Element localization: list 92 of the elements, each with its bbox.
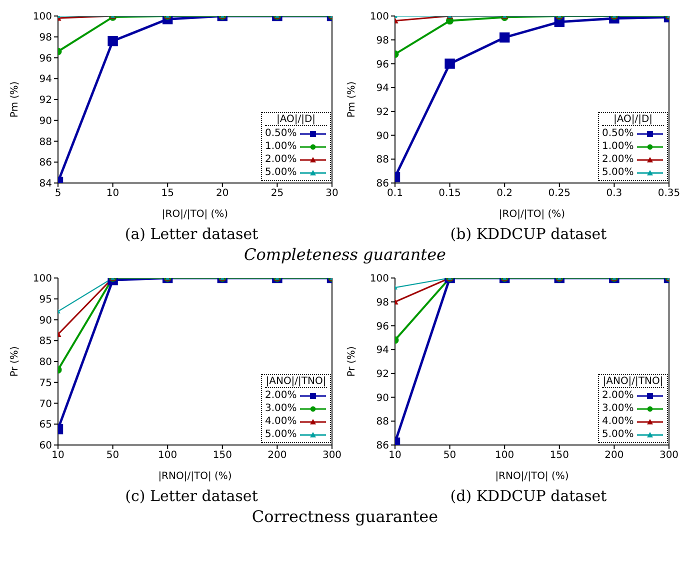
x-tick-label: 200 bbox=[604, 450, 624, 462]
y-tick-label: 100 bbox=[32, 274, 52, 285]
y-axis-title: Pr (%) bbox=[10, 346, 21, 377]
x-tick-label: 30 bbox=[326, 188, 338, 200]
x-tick-label: 0.15 bbox=[438, 188, 461, 200]
text: (a) Letter dataset bbox=[124, 225, 260, 243]
x-tick-label: 15 bbox=[161, 188, 174, 200]
x-axis-title: |RNO|/|TO| (%) bbox=[158, 471, 232, 482]
x-tick-label: 20 bbox=[216, 188, 229, 200]
text: Completeness guarantee bbox=[243, 245, 447, 264]
x-tick-label: 100 bbox=[158, 450, 178, 462]
x-axis-title: |RNO|/|TO| (%) bbox=[495, 471, 569, 482]
y-tick-label: 80 bbox=[39, 357, 52, 368]
legend-title: |ANO|/|TNO| bbox=[265, 376, 327, 388]
y-tick-label: 96 bbox=[376, 59, 389, 70]
y-tick-label: 88 bbox=[376, 416, 389, 428]
legend-label: 5.00% bbox=[265, 167, 298, 178]
x-axis-title: |RO|/|TO| (%) bbox=[162, 209, 228, 220]
y-tick-label: 100 bbox=[370, 274, 389, 285]
y-tick-label: 96 bbox=[376, 321, 389, 332]
x-tick-label: 0.25 bbox=[548, 188, 571, 200]
text: (b) KDDCUP dataset bbox=[449, 225, 608, 243]
text: (c) Letter dataset bbox=[124, 487, 259, 505]
y-tick-label: 94 bbox=[39, 74, 52, 86]
x-tick-label: 50 bbox=[443, 450, 456, 462]
y-tick-label: 86 bbox=[39, 158, 52, 169]
y-tick-label: 90 bbox=[376, 130, 389, 142]
text: (d) KDDCUP dataset bbox=[449, 487, 608, 505]
x-tick-label: 0.3 bbox=[606, 188, 622, 200]
y-tick-label: 65 bbox=[39, 420, 52, 431]
y-tick-label: 84 bbox=[39, 178, 52, 190]
y-tick-label: 86 bbox=[376, 178, 389, 190]
y-tick-label: 94 bbox=[376, 345, 389, 356]
y-tick-label: 92 bbox=[376, 106, 389, 118]
legend-label: 4.00% bbox=[602, 416, 635, 427]
legend-label: 2.00% bbox=[265, 154, 298, 165]
y-tick-label: 85 bbox=[39, 336, 52, 348]
text: Correctness guarantee bbox=[250, 507, 440, 526]
legend-label: 4.00% bbox=[265, 416, 298, 427]
x-axis-title: |RO|/|TO| (%) bbox=[498, 209, 566, 220]
y-axis-title: Pm (%) bbox=[346, 81, 358, 118]
legend-label: 0.50% bbox=[602, 128, 635, 139]
y-tick-label: 90 bbox=[39, 315, 52, 326]
y-tick-label: 96 bbox=[39, 53, 52, 64]
legend-label: 2.00% bbox=[265, 390, 298, 401]
x-tick-label: 300 bbox=[659, 450, 679, 462]
y-tick-label: 86 bbox=[376, 440, 389, 452]
x-tick-label: 300 bbox=[322, 450, 342, 462]
y-tick-label: 75 bbox=[39, 378, 52, 389]
y-tick-label: 92 bbox=[39, 95, 52, 106]
x-tick-label: 5 bbox=[54, 188, 62, 200]
legend-label: 2.00% bbox=[602, 154, 635, 165]
x-tick-label: 100 bbox=[495, 450, 514, 462]
y-tick-label: 70 bbox=[39, 398, 52, 410]
y-axis-title: Pm (%) bbox=[10, 81, 21, 118]
x-tick-label: 10 bbox=[52, 450, 64, 462]
legend-label: 5.00% bbox=[602, 429, 635, 440]
legend-title: |ANO|/|TNO| bbox=[602, 376, 664, 388]
x-tick-label: 50 bbox=[106, 450, 120, 462]
legend-label: 5.00% bbox=[265, 429, 298, 440]
x-tick-label: 0.35 bbox=[658, 188, 680, 200]
legend-label: 3.00% bbox=[265, 403, 298, 414]
x-tick-label: 150 bbox=[212, 450, 232, 462]
y-tick-label: 100 bbox=[32, 12, 52, 23]
x-tick-label: 10 bbox=[106, 188, 120, 200]
x-tick-label: 200 bbox=[268, 450, 287, 462]
legend-title: |AO|/|D| bbox=[602, 114, 664, 126]
y-tick-label: 88 bbox=[376, 154, 389, 166]
legend-label: 2.00% bbox=[602, 390, 635, 401]
x-tick-label: 25 bbox=[270, 188, 284, 200]
legend-label: 5.00% bbox=[602, 167, 635, 178]
x-tick-label: 10 bbox=[388, 450, 402, 462]
y-tick-label: 98 bbox=[39, 32, 52, 44]
y-tick-label: 100 bbox=[370, 12, 389, 23]
legend-label: 3.00% bbox=[602, 403, 635, 414]
y-tick-label: 98 bbox=[376, 35, 389, 46]
y-tick-label: 92 bbox=[376, 368, 389, 380]
legend-title: |AO|/|D| bbox=[265, 114, 327, 126]
y-tick-label: 60 bbox=[39, 440, 52, 452]
x-tick-label: 0.1 bbox=[387, 188, 403, 200]
legend-label: 1.00% bbox=[602, 141, 635, 152]
y-tick-label: 94 bbox=[376, 83, 389, 94]
y-tick-label: 88 bbox=[39, 136, 52, 148]
legend-label: 1.00% bbox=[265, 141, 298, 152]
y-tick-label: 90 bbox=[39, 116, 52, 127]
x-tick-label: 150 bbox=[550, 450, 569, 462]
y-axis-title: Pr (%) bbox=[346, 346, 358, 377]
y-tick-label: 90 bbox=[376, 392, 389, 404]
y-tick-label: 98 bbox=[376, 297, 389, 308]
legend-label: 0.50% bbox=[265, 128, 298, 139]
x-tick-label: 0.2 bbox=[496, 188, 513, 200]
y-tick-label: 95 bbox=[39, 294, 52, 306]
